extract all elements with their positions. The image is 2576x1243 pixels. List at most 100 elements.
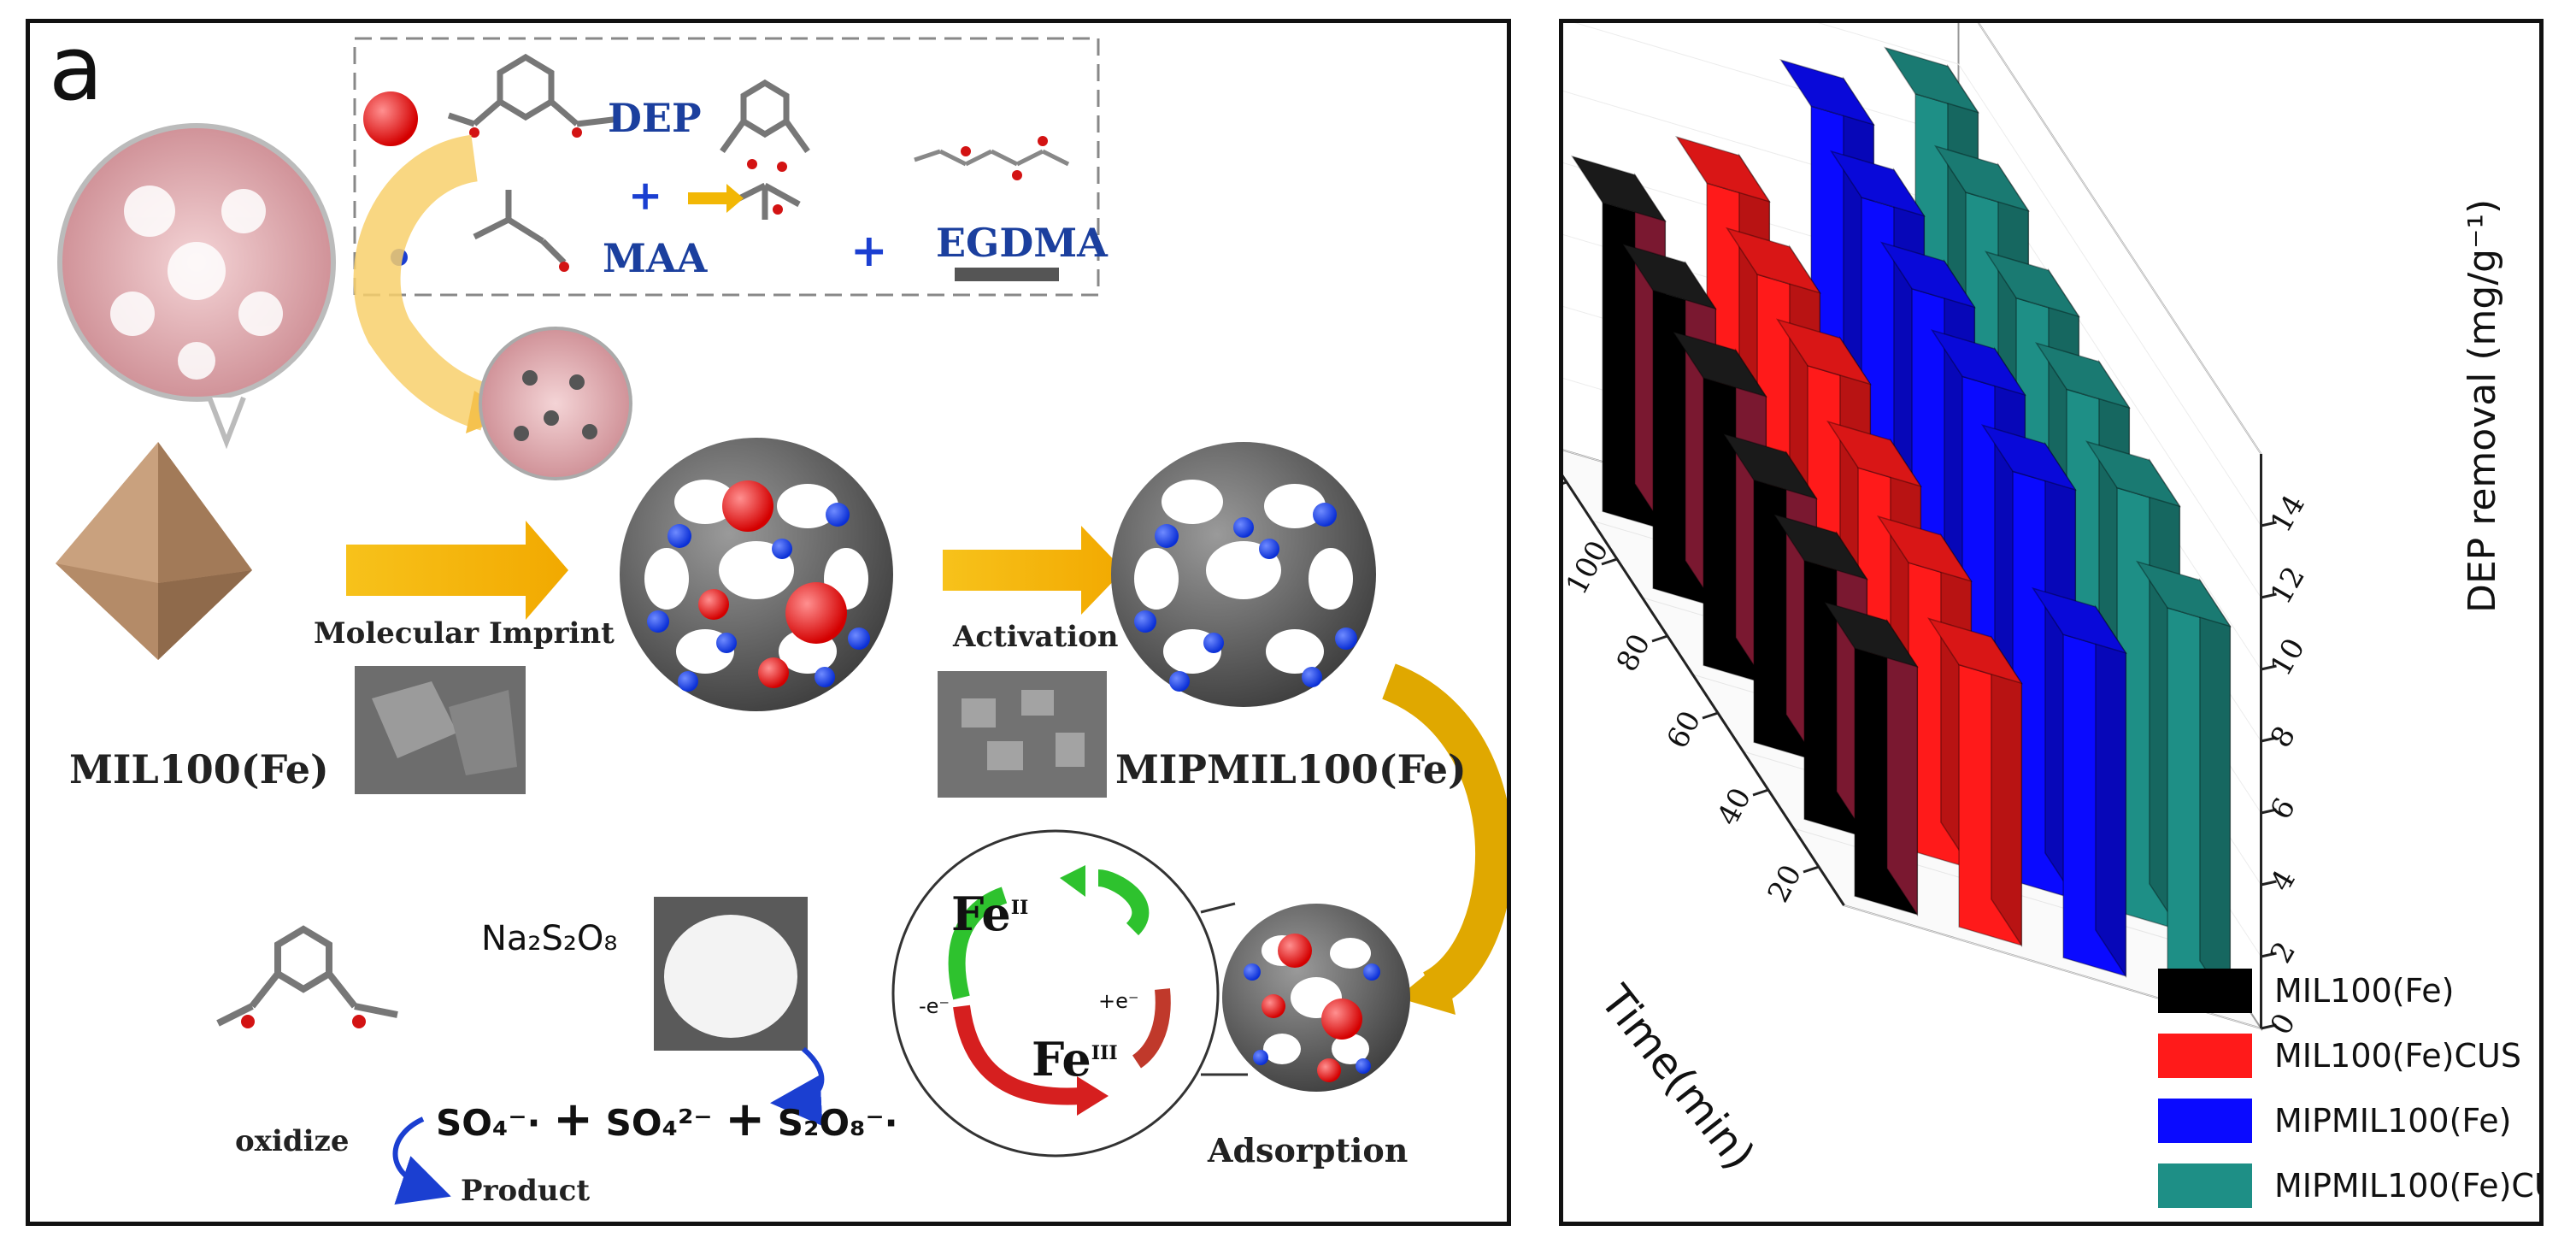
bar-side-face <box>2199 578 2232 1010</box>
bar-top-face <box>2031 586 2128 655</box>
legend-item: MIPMIL100(Fe)CUS <box>2158 1153 2539 1218</box>
s2o8-radical: S₂O₈⁻· <box>777 1102 898 1144</box>
fe3-text: Fe <box>1032 1032 1091 1087</box>
green-cycle-arrow <box>948 887 1008 1000</box>
activation-label: Activation <box>953 620 1119 654</box>
bar-top-face <box>1829 150 1926 217</box>
plus-a: + <box>553 1092 594 1147</box>
z-tick-mark <box>2261 664 2277 671</box>
panel-a-label: a <box>49 19 103 121</box>
dep-molecule <box>447 53 620 127</box>
bar-top-face <box>1779 58 1876 127</box>
time-tick-mark <box>1601 557 1618 566</box>
so4-radical: SO₄⁻· <box>436 1102 541 1144</box>
bar <box>2135 560 2232 1010</box>
panel-a-illustration <box>56 37 1507 1205</box>
template-molecule-dot <box>363 91 418 146</box>
bar-side-face <box>1991 634 2023 948</box>
z-tick-mark <box>2261 736 2277 743</box>
bar-top-face <box>1926 617 2024 685</box>
chart-bars <box>1570 46 2232 1010</box>
plus-b: + <box>725 1092 766 1147</box>
bar-top-face <box>2034 342 2132 409</box>
z-tick-label: 6 <box>2264 792 2303 826</box>
imprinted-cage <box>620 438 893 711</box>
dep-molecule-bottom <box>216 925 398 1027</box>
bar <box>1822 601 1920 917</box>
bar-top-face <box>1674 135 1772 203</box>
minus-electron-label: -e⁻ <box>919 994 950 1018</box>
z-tick-mark <box>2261 592 2277 599</box>
scale-bar <box>955 268 1059 281</box>
imprint-curve-arrow <box>353 134 494 431</box>
legend-item: MIL100(Fe)CUS <box>2158 1023 2539 1088</box>
legend-item: MIL100(Fe) <box>2158 958 2539 1023</box>
time-tick-mark <box>1651 634 1668 643</box>
legend-label: MIPMIL100(Fe) <box>2274 1102 2512 1140</box>
time-axis-line <box>1563 474 1845 906</box>
bar-top-face <box>2085 440 2182 508</box>
legend-label: MIPMIL100(Fe)CUS <box>2274 1167 2539 1205</box>
time-tick-mark <box>1702 711 1719 720</box>
legend: MIL100(Fe) MIL100(Fe)CUS MIPMIL100(Fe) MIPM… <box>2158 958 2539 1218</box>
bar-top-face <box>1984 250 2081 318</box>
z-tick-label: 8 <box>2264 721 2303 754</box>
bar-top-face <box>1933 144 2031 212</box>
z-gridline <box>1978 23 2261 455</box>
radical-equation: SO₄⁻· + SO₄²⁻ + S₂O₈⁻· <box>436 1092 898 1147</box>
bar-top-face <box>2135 560 2232 627</box>
bar-side-face <box>2095 604 2127 979</box>
legend-swatch <box>2158 1163 2252 1208</box>
bar-top-face <box>1671 330 1768 398</box>
z-tick-mark <box>2261 880 2277 887</box>
z-tick-mark <box>2261 951 2277 958</box>
z-gridline <box>1818 23 2261 527</box>
imprinted-sphere <box>479 327 632 480</box>
fe2-sup: II <box>1010 897 1029 919</box>
adsorption-label: Adsorption <box>1208 1131 1409 1169</box>
molecular-imprint-label: Molecular Imprint <box>314 616 615 651</box>
time-tick-label: 20 <box>1761 859 1809 908</box>
z-tick-label: 14 <box>2264 489 2312 538</box>
sulfate-ion: SO₄²⁻ <box>605 1102 713 1144</box>
bar-top-face <box>1822 601 1920 669</box>
red-cycle-arrow <box>953 1004 1082 1105</box>
z-tick-mark <box>2261 1023 2277 1030</box>
z-tick-label: 4 <box>2264 864 2303 898</box>
legend-label: MIL100(Fe)CUS <box>2274 1037 2521 1075</box>
time-tick-mark <box>1752 788 1769 797</box>
legend-label: MIL100(Fe) <box>2274 972 2455 1010</box>
egdma-label: EGDMA <box>936 220 1108 266</box>
time-tick-label: 60 <box>1661 705 1709 754</box>
plus-electron-label: +e⁻ <box>1098 989 1139 1013</box>
reagent-box <box>353 37 1100 297</box>
fe3-sup: III <box>1091 1042 1118 1064</box>
mipmil100-label: MIPMIL100(Fe) <box>1115 746 1467 792</box>
plus-sign-2: + <box>850 225 888 277</box>
bar <box>1926 617 2024 948</box>
z-axis-label: DEP removal (mg/g⁻¹) <box>2461 198 2504 613</box>
adsorption-cage <box>1222 904 1410 1092</box>
plus-sign-1: + <box>628 172 663 220</box>
bar <box>2031 586 2128 979</box>
time-tick-mark <box>1803 865 1820 874</box>
legend-swatch <box>2158 1034 2252 1078</box>
persulfate-arrow <box>770 1046 825 1127</box>
bar-top-face <box>1876 515 1973 583</box>
product-label: Product <box>461 1174 591 1208</box>
bar-top-face <box>1775 318 1873 386</box>
bar-top-face <box>1883 46 1980 114</box>
adsorption-curve-arrow <box>1381 663 1507 1006</box>
panel-a: a <box>26 19 1511 1226</box>
bar-top-face <box>1725 227 1822 294</box>
z-tick-mark <box>2261 521 2277 527</box>
bar-top-face <box>1772 513 1869 580</box>
bar-top-face <box>1930 329 2027 397</box>
z-tick-label: 12 <box>2264 561 2312 610</box>
mil100-label: MIL100(Fe) <box>69 746 329 792</box>
bar-top-face <box>1826 420 1923 488</box>
time-tick-mark <box>1563 480 1567 485</box>
